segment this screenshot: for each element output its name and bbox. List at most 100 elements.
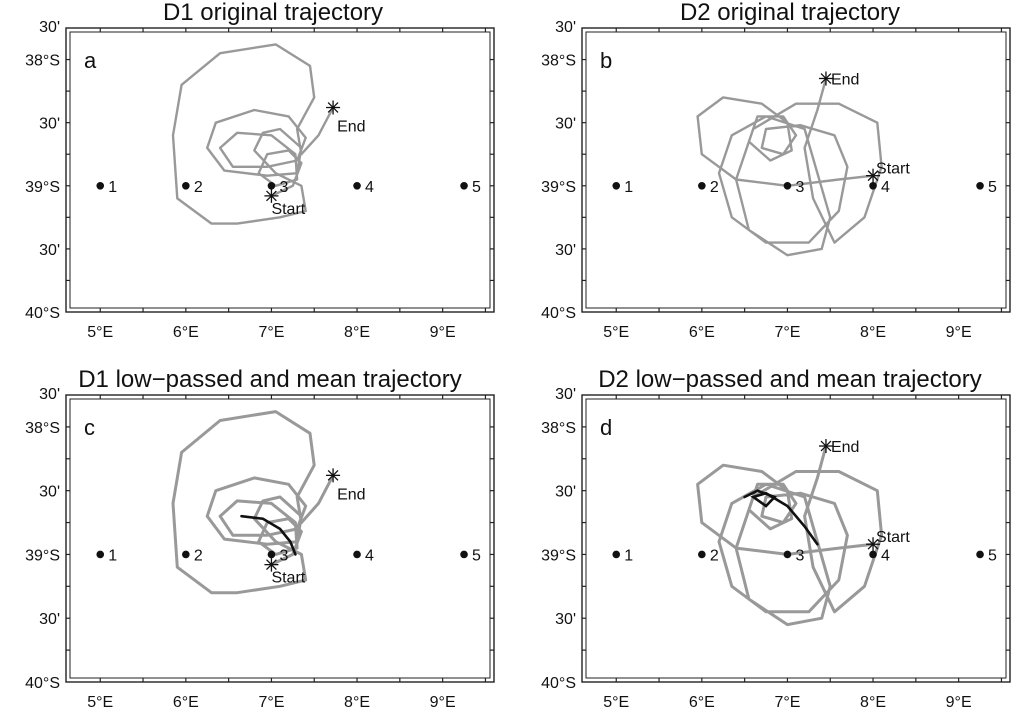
- station-marker: [460, 550, 468, 559]
- y-tick-label: 30': [555, 611, 576, 628]
- start-label: Start: [271, 570, 305, 587]
- x-tick-label: 9°E: [430, 694, 456, 711]
- y-tick-label: 38°S: [541, 53, 576, 70]
- map-inner-frame: [585, 398, 1007, 679]
- station-marker: [182, 550, 190, 559]
- station-label: 5: [472, 179, 481, 196]
- station-label: 1: [108, 547, 117, 564]
- station-marker: [460, 181, 468, 190]
- y-tick-label: 39°S: [541, 547, 576, 564]
- end-marker: [818, 439, 833, 454]
- station-marker: [267, 550, 276, 559]
- end-label: End: [337, 486, 365, 503]
- panel-d: D2 low−passed and mean trajectory 5°E 6°E 7…: [541, 366, 1011, 711]
- panel-title: D1 low−passed and mean trajectory: [78, 366, 462, 393]
- station-marker: [698, 181, 706, 190]
- station-label: 3: [795, 179, 804, 196]
- start-label: Start: [271, 201, 305, 218]
- x-tick-label: 5°E: [603, 324, 629, 341]
- map-inner-frame: [585, 31, 1007, 309]
- station-label: 1: [108, 179, 117, 196]
- y-tick-label: 39°S: [25, 179, 60, 196]
- station-marker: [783, 181, 792, 190]
- station-label: 1: [624, 547, 633, 564]
- y-tick-label: 30': [39, 484, 60, 501]
- y-tick-label: 40°S: [541, 305, 576, 322]
- y-tick-label: 30': [555, 484, 576, 501]
- y-tick-label: 30': [555, 386, 576, 403]
- start-marker: [264, 188, 279, 203]
- mean-trajectory-line: [743, 489, 819, 546]
- x-tick-label: 8°E: [344, 324, 370, 341]
- panel-b: D2 original trajectory 5°E 6°E 7°E 8°E 9°E 30'…: [541, 0, 1011, 341]
- map-inner-frame: [69, 398, 491, 679]
- end-marker: [818, 71, 833, 86]
- x-tick-label: 8°E: [860, 324, 886, 341]
- station-marker: [869, 550, 877, 559]
- station-marker: [612, 550, 621, 559]
- x-tick-label: 7°E: [258, 694, 284, 711]
- x-tick-label: 7°E: [774, 324, 800, 341]
- panel-letter: b: [600, 48, 612, 73]
- start-marker: [264, 557, 279, 572]
- station-marker: [96, 181, 105, 190]
- station-marker: [182, 181, 190, 190]
- x-tick-label: 7°E: [258, 324, 284, 341]
- x-tick-label: 5°E: [87, 694, 113, 711]
- x-tick-label: 6°E: [173, 694, 199, 711]
- panel-letter: a: [84, 48, 97, 73]
- map-frame: [65, 27, 495, 313]
- panel-letter: d: [600, 415, 612, 440]
- x-tick-label: 5°E: [87, 324, 113, 341]
- station-label: 5: [472, 547, 481, 564]
- y-tick-label: 39°S: [541, 179, 576, 196]
- y-tick-label: 39°S: [25, 547, 60, 564]
- station-marker: [612, 181, 621, 190]
- x-tick-label: 8°E: [860, 694, 886, 711]
- trajectory-line: [171, 410, 335, 595]
- station-marker: [869, 181, 877, 190]
- station-label: 3: [279, 547, 288, 564]
- panel-title: D1 original trajectory: [163, 0, 383, 26]
- mean-trajectory-line: [240, 514, 297, 556]
- start-marker: [866, 168, 881, 183]
- panel-c: D1 low−passed and mean trajectory 5°E 6°E 7…: [25, 366, 495, 711]
- station-label: 5: [988, 547, 997, 564]
- end-label: End: [831, 439, 859, 456]
- y-tick-label: 30': [555, 116, 576, 133]
- y-tick-label: 38°S: [25, 53, 60, 70]
- y-tick-label: 40°S: [541, 675, 576, 692]
- x-tick-label: 7°E: [774, 694, 800, 711]
- trajectory-line: [696, 444, 884, 627]
- y-tick-label: 30': [39, 19, 60, 36]
- station-label: 4: [881, 179, 890, 196]
- station-marker: [267, 181, 276, 190]
- station-label: 4: [365, 547, 374, 564]
- station-marker: [698, 550, 706, 559]
- station-label: 4: [365, 179, 374, 196]
- y-tick-label: 30': [39, 386, 60, 403]
- map-frame: [581, 394, 1011, 683]
- station-label: 3: [795, 547, 804, 564]
- station-marker: [783, 550, 792, 559]
- x-tick-label: 5°E: [603, 694, 629, 711]
- station-marker: [976, 550, 984, 559]
- y-tick-label: 40°S: [25, 305, 60, 322]
- panel-letter: c: [84, 415, 95, 440]
- x-tick-label: 9°E: [946, 324, 972, 341]
- station-marker: [353, 181, 361, 190]
- end-label: End: [337, 119, 365, 136]
- station-label: 2: [710, 547, 719, 564]
- station-label: 1: [624, 179, 633, 196]
- map-frame: [65, 394, 495, 683]
- station-label: 4: [881, 547, 890, 564]
- y-tick-label: 38°S: [541, 420, 576, 437]
- x-tick-label: 6°E: [689, 694, 715, 711]
- end-marker: [326, 468, 341, 483]
- y-tick-label: 40°S: [25, 675, 60, 692]
- y-tick-label: 30': [555, 19, 576, 36]
- end-marker: [326, 100, 341, 115]
- station-label: 5: [988, 179, 997, 196]
- y-tick-label: 30': [39, 116, 60, 133]
